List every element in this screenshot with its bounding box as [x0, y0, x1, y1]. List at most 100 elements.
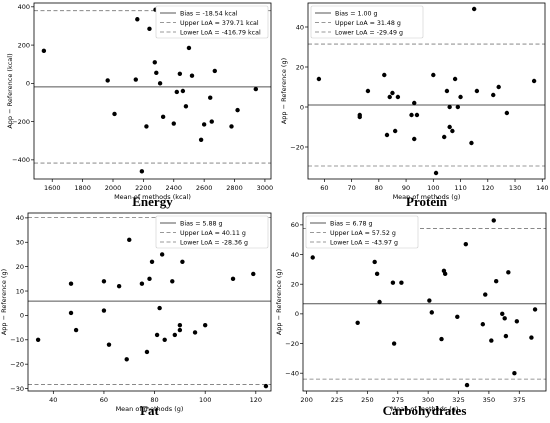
data-point [170, 279, 175, 284]
legend-box [155, 215, 269, 249]
data-point [105, 78, 110, 83]
data-point [208, 95, 213, 100]
plot-frame [302, 212, 547, 392]
data-point [192, 330, 198, 335]
data-point [209, 119, 214, 124]
data-point [387, 94, 392, 100]
data-point [357, 114, 362, 120]
data-point [474, 88, 480, 94]
panel-title: Fat [140, 403, 159, 418]
data-point [230, 276, 236, 282]
data-point [431, 72, 436, 78]
x-tick-label: 60 [320, 184, 328, 192]
data-point [514, 319, 520, 324]
y-axis-label: App − Reference (g) [0, 269, 8, 335]
data-point [395, 94, 401, 100]
y-tick-label: 200 [18, 41, 30, 49]
data-point [253, 86, 259, 92]
legend-label: Upper LoA = 40.11 g [180, 230, 246, 237]
data-point [450, 128, 455, 134]
x-tick-label: 375 [513, 396, 525, 404]
data-point [442, 134, 447, 140]
y-tick-label: 0 [20, 312, 24, 320]
y-tick-label: −20 [285, 340, 299, 348]
data-point [177, 322, 183, 328]
data-point [444, 88, 450, 94]
x-tick-label: 100 [427, 184, 439, 192]
data-point [496, 84, 501, 90]
data-point [504, 110, 510, 116]
x-tick-label: 70 [347, 184, 355, 192]
data-point [251, 271, 256, 277]
x-tick-label: 110 [454, 184, 466, 192]
x-tick-label: 200 [300, 396, 312, 404]
y-tick-label: 30 [16, 239, 24, 247]
data-point [172, 332, 178, 338]
data-point [531, 78, 537, 84]
data-point [135, 17, 140, 22]
data-point [263, 383, 269, 389]
x-tick-label: 130 [509, 184, 521, 192]
data-point [139, 281, 145, 286]
panel-title: Carbohydrates [383, 403, 467, 418]
data-point [427, 298, 432, 303]
data-point [500, 311, 505, 317]
data-point [491, 92, 496, 98]
y-tick-label: 40 [16, 214, 24, 222]
panel-title: Protein [406, 194, 448, 209]
y-tick-label: −40 [285, 370, 299, 378]
data-point [399, 280, 404, 285]
data-point [458, 94, 463, 100]
data-point [503, 333, 509, 339]
data-point [439, 336, 444, 342]
data-point [152, 60, 157, 65]
x-tick-label: 350 [483, 396, 495, 404]
data-point [147, 26, 152, 32]
data-point [382, 72, 387, 78]
data-point [177, 71, 183, 76]
data-point [180, 88, 186, 94]
panel-title: Energy [132, 194, 173, 209]
legend-box [155, 5, 269, 39]
data-point [154, 332, 160, 338]
data-point [177, 327, 183, 333]
legend-label: Upper LoA = 31.48 g [335, 20, 401, 27]
chart-panel-fat: 40 60 80 100 120 −30 −20 −10 0 10 20 30 40 Mean of me… [0, 212, 272, 418]
data-point [212, 68, 217, 74]
data-point [412, 136, 417, 142]
data-point [506, 270, 511, 275]
data-point [171, 121, 176, 126]
x-tick-label: 2200 [135, 184, 152, 192]
data-point [372, 259, 377, 265]
x-tick-label: 140 [536, 184, 548, 192]
data-point [433, 170, 439, 176]
data-point [471, 6, 477, 12]
y-tick-label: 40 [296, 23, 304, 31]
x-tick-label: 80 [150, 396, 158, 404]
data-point [355, 320, 360, 325]
data-point [316, 76, 322, 82]
legend-label: Bias = 6.78 g [330, 220, 373, 227]
data-point [489, 338, 494, 343]
data-point [229, 124, 234, 129]
data-point [124, 357, 129, 362]
x-axis-label: Mean of methods (g) [393, 193, 461, 201]
y-tick-label: 60 [291, 221, 299, 229]
data-point [106, 342, 112, 347]
data-point [235, 107, 240, 113]
x-axis-label: Mean of methods (kcal) [114, 193, 191, 201]
x-tick-label: 120 [250, 396, 262, 404]
data-point [512, 371, 517, 376]
y-tick-label: −30 [10, 385, 24, 393]
data-point [374, 271, 380, 277]
data-point [463, 241, 469, 247]
data-point [455, 104, 461, 110]
data-point [483, 292, 488, 297]
data-point [144, 124, 149, 129]
chart-panel-energy: 1600 1800 2000 2200 2400 2600 2800 3000−400−200… [6, 2, 273, 209]
x-tick-label: 1600 [44, 184, 61, 192]
y-tick-label: −20 [10, 360, 24, 368]
data-point [429, 310, 434, 315]
data-point [68, 281, 74, 286]
